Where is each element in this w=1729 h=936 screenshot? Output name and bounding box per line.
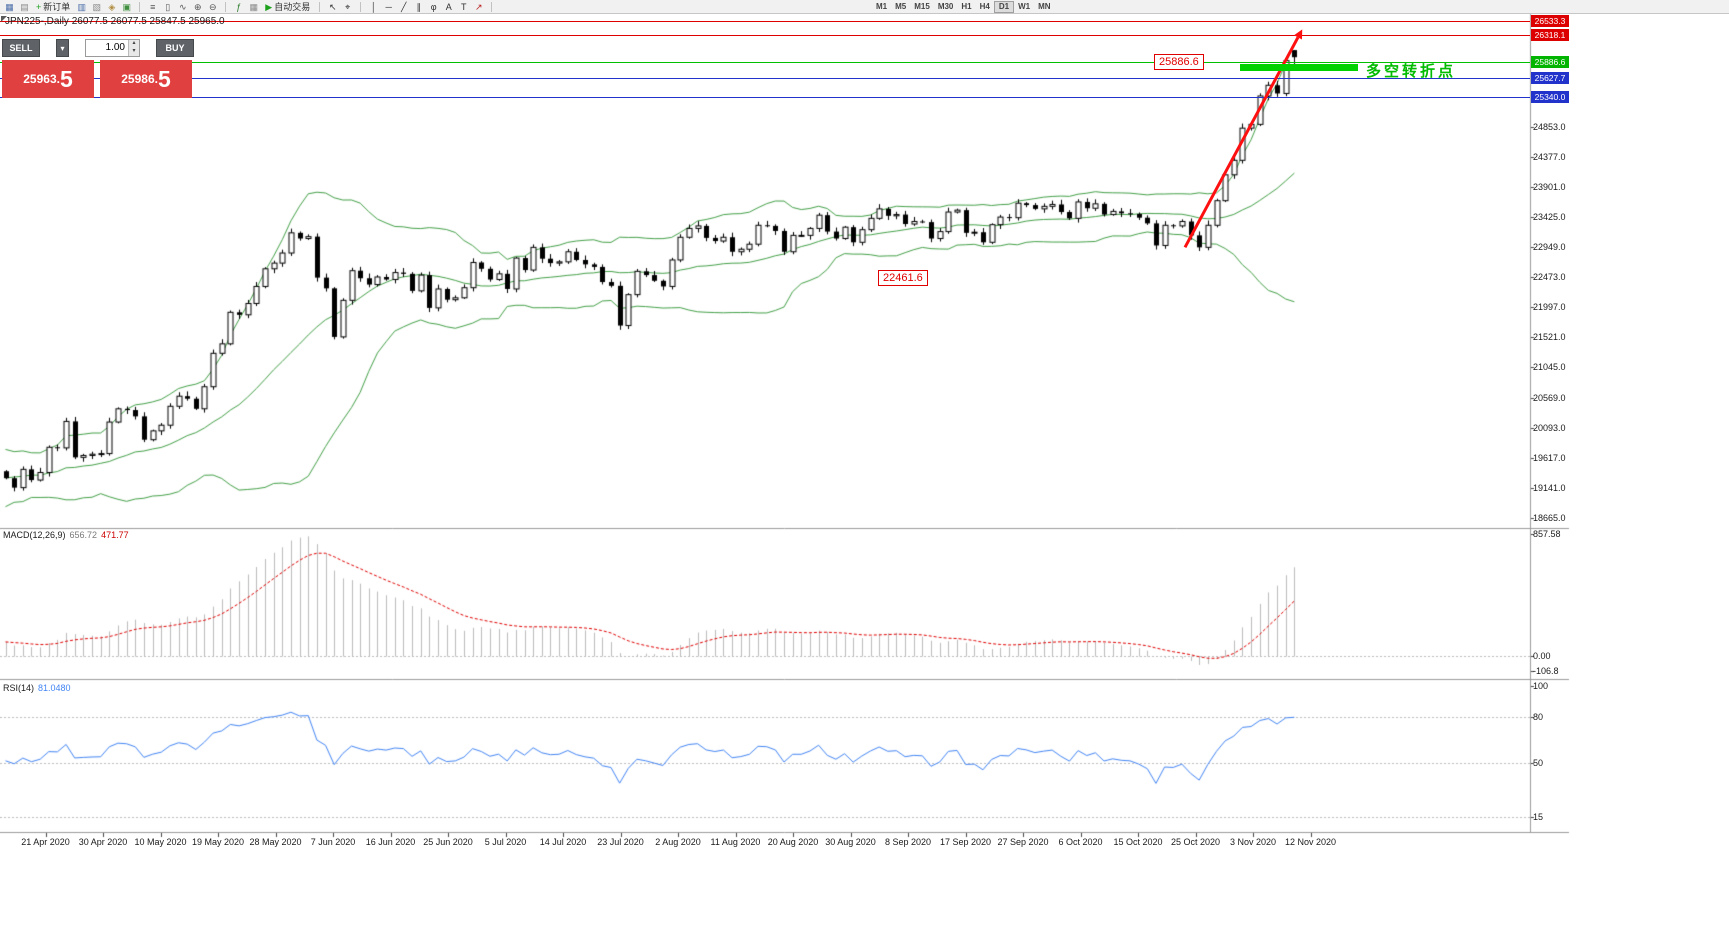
spinner-up-icon[interactable]: ▴ [128,39,139,48]
buy-price-box[interactable]: 25986. 5 [100,60,192,98]
timeframe-mn[interactable]: MN [1038,2,1051,11]
sell-price-big-digit: 5 [59,66,73,92]
trade-panel-prices: 25963. 5 25986. 5 [2,60,194,98]
timeframe-m15[interactable]: M15 [914,2,930,11]
line-chart-icon[interactable]: ∿ [179,1,187,12]
volume-dropdown-arrow[interactable]: ▾ [56,38,69,57]
autotrading-button[interactable]: ▶ 自动交易 [261,1,314,13]
timeframe-m30[interactable]: M30 [937,2,954,11]
arrow-object-icon[interactable]: ↗ [474,1,483,12]
macd-indicator-label: MACD(12,26,9) 656.72 471.77 [3,530,129,540]
indicators-icon[interactable]: ƒ [236,1,242,12]
text-icon[interactable]: A [445,1,452,12]
bar-chart-icon[interactable]: ≡ [150,1,156,12]
channel-icon[interactable]: ∥ [416,1,421,12]
horizontal-line-icon[interactable]: ─ [385,1,392,12]
timeframe-m5[interactable]: M5 [895,2,907,11]
price-annotation-label[interactable]: 25886.6 [1154,54,1204,71]
timeframe-h4[interactable]: H4 [979,2,990,11]
new-order-button-label: 新订单 [43,1,71,12]
timeframe-group: M1 M5 M15 M30 H1 H4 D1 W1 MN [872,1,1055,13]
toolbar-separator [139,1,141,12]
terminal-icon[interactable]: ▣ [122,1,132,12]
crosshair-icon[interactable]: ⌖ [345,1,351,12]
candlestick-chart-icon[interactable]: ▯ [165,1,171,12]
macd-signal-value: 471.77 [101,530,129,540]
cursor-icon[interactable]: ↖ [328,1,337,12]
toolbar-items: ▦ ▤ + 新订单 ▥ ▧ ◈ ▣ ≡ ▯ ∿ ⊕ ⊖ ƒ ▦ ▶ 自动交易 ↖ ⌖ │ ─ ╱ ∥ φ A T ↗ [2,0,497,13]
timeframe-w1[interactable]: W1 [1018,2,1031,11]
chart-ohlc-title: JPN225-,Daily 26077.5 26077.5 25847.5 25… [5,16,225,27]
rsi-indicator-label: RSI(14) 81.0480 [3,683,71,693]
toolbar-separator [491,1,493,12]
zoom-in-icon[interactable]: ⊕ [194,1,202,12]
text-label-icon[interactable]: T [460,1,467,12]
buy-price-big-digit: 5 [157,66,171,92]
vertical-line-icon[interactable]: │ [370,1,377,12]
spinner-down-icon[interactable]: ▾ [128,47,139,56]
navigator-icon[interactable]: ◈ [108,1,116,12]
tile-windows-icon[interactable]: ▦ [249,1,259,12]
sell-price-main: 25963. [23,72,60,86]
timeframe-d1[interactable]: D1 [993,1,1015,13]
turning-point-level-bar[interactable] [1240,64,1358,72]
toolbar-separator [360,1,362,12]
autotrading-button-icon: ▶ [265,1,273,12]
volume-spinner[interactable]: ▴ ▾ [128,39,139,56]
market-watch-icon[interactable]: ▥ [77,1,87,12]
volume-box: ▴▾ [85,38,140,57]
timeframe-h1[interactable]: H1 [961,2,972,11]
price-annotation-label[interactable]: 22461.6 [878,270,928,287]
rsi-name: RSI(14) [3,683,35,693]
data-window-icon[interactable]: ▧ [92,1,102,12]
new-order-button[interactable]: + 新订单 [32,1,74,13]
turning-point-text[interactable]: 多空转折点 [1366,63,1457,81]
autotrading-button-label: 自动交易 [274,1,311,12]
one-click-trading-panel: SELL ▾ ▴▾ BUY 25963.5 25986.5 [2,38,194,98]
profiles-icon[interactable]: ▤ [20,1,29,12]
toolbar: ▦ ▤ + 新订单 ▥ ▧ ◈ ▣ ≡ ▯ ∿ ⊕ ⊖ ƒ ▦ ▶ 自动交易 ↖ ⌖ │ ─ ╱ ∥ φ A T ↗ M1 M5 M15… [0,0,1729,14]
one-click-collapse-toggle[interactable] [1,16,7,22]
trade-panel-top-row: SELL ▾ ▴▾ BUY [2,38,194,57]
timeframe-m1[interactable]: M1 [876,2,888,11]
toolbar-separator [319,1,321,12]
macd-main-value: 656.72 [69,530,98,540]
rsi-value: 81.0480 [38,683,71,693]
sell-button[interactable]: SELL [2,38,40,57]
macd-name: MACD(12,26,9) [3,530,66,540]
toolbar-separator [225,1,227,12]
new-order-button-icon: + [36,1,42,12]
buy-button[interactable]: BUY [156,38,194,57]
new-chart-icon[interactable]: ▦ [5,1,14,12]
fibonacci-icon[interactable]: φ [430,1,437,12]
buy-price-main: 25986. [121,72,158,86]
zoom-out-icon[interactable]: ⊖ [209,1,217,12]
trendline-icon[interactable]: ╱ [401,1,407,12]
sell-price-box[interactable]: 25963. 5 [2,60,94,98]
volume-input[interactable] [86,40,128,55]
